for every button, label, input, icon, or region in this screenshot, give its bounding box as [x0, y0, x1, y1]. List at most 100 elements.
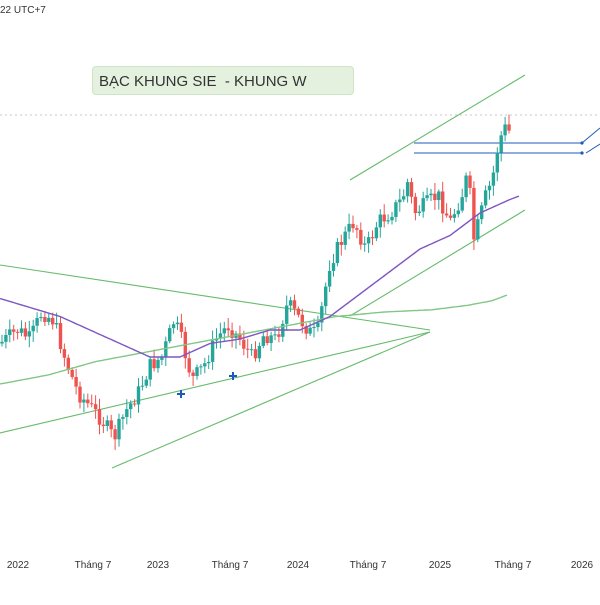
- candle-body: [421, 198, 425, 212]
- candle-body: [156, 359, 160, 369]
- x-tick-label: Tháng 7: [212, 560, 249, 571]
- candle-body: [187, 358, 191, 373]
- candle-body: [109, 420, 113, 430]
- candle-body: [304, 326, 308, 334]
- candle-body: [324, 286, 328, 307]
- moving-average-layer: [0, 195, 520, 398]
- candle-body: [70, 369, 74, 377]
- candle-body: [121, 417, 125, 419]
- candle-body: [476, 219, 480, 240]
- candle-body: [246, 348, 250, 350]
- candle-body: [491, 172, 496, 186]
- candle-body: [327, 270, 332, 287]
- candle-body: [417, 211, 421, 214]
- candle-body: [125, 409, 129, 418]
- candle-body: [152, 359, 156, 369]
- candle-body: [249, 349, 254, 351]
- candle-body: [370, 237, 375, 239]
- trendline-layer: [0, 74, 600, 469]
- candle-body: [39, 316, 43, 319]
- candle-body: [51, 317, 55, 325]
- candle-body: [425, 195, 429, 199]
- candle-body: [487, 185, 492, 191]
- candle-body: [78, 386, 82, 403]
- candle-body: [74, 376, 78, 387]
- candle-body: [93, 404, 98, 410]
- candle-body: [277, 334, 281, 337]
- candle-body: [203, 363, 207, 367]
- candle-body: [308, 327, 312, 334]
- candle-body: [0, 341, 4, 344]
- candle-body: [312, 327, 316, 329]
- x-tick-label: 2022: [7, 560, 30, 571]
- ma_fast-line: [0, 195, 520, 358]
- candle-body: [265, 336, 269, 344]
- candle-body: [82, 399, 86, 403]
- candle-body: [66, 357, 70, 370]
- candle-body: [499, 135, 503, 153]
- candle-body: [242, 339, 246, 349]
- candle-body: [285, 305, 289, 324]
- candle-body: [113, 429, 117, 440]
- chart-title: BẠC KHUNG SIE - KHUNG W: [92, 66, 354, 95]
- candle-body: [351, 223, 355, 229]
- channel-lower-line: [349, 209, 526, 317]
- candle-body: [468, 175, 472, 188]
- candle-body: [43, 316, 47, 322]
- candle-body: [331, 263, 336, 271]
- candle-body: [210, 340, 215, 362]
- candle-body: [207, 361, 211, 364]
- candle-body: [405, 182, 410, 197]
- candle-body: [292, 300, 297, 309]
- candle-body: [359, 229, 363, 245]
- candle-body: [54, 323, 59, 325]
- candle-body: [101, 424, 106, 427]
- candle-body: [195, 367, 199, 377]
- triangle-base-line: [111, 331, 431, 469]
- triangle-lower-line: [0, 331, 431, 434]
- candle-body: [47, 317, 51, 322]
- candle-body: [269, 335, 273, 344]
- candle-body: [86, 399, 90, 404]
- candle-body: [129, 403, 133, 410]
- candle-body: [288, 300, 293, 306]
- candle-body: [222, 328, 226, 334]
- candle-body: [335, 242, 340, 264]
- candle-body: [507, 124, 511, 131]
- candle-body: [316, 322, 320, 328]
- level-line-2-anchor: [580, 151, 584, 155]
- candle-body: [355, 228, 359, 230]
- candle-body: [117, 418, 121, 440]
- candle-body: [390, 216, 394, 221]
- candle-body: [409, 182, 414, 197]
- candle-body: [175, 322, 180, 325]
- candle-body: [347, 223, 351, 232]
- x-tick-label: 2023: [147, 560, 170, 571]
- candle-body: [339, 242, 343, 245]
- candle-body: [8, 329, 12, 335]
- candle-body: [31, 325, 35, 332]
- triangle-upper-line: [0, 264, 431, 331]
- candle-body: [230, 330, 234, 338]
- candle-body: [495, 152, 499, 173]
- candle-body: [97, 409, 102, 425]
- x-tick-label: Tháng 7: [495, 560, 532, 571]
- candle-body: [366, 237, 371, 244]
- channel-upper-line: [349, 74, 526, 181]
- candle-body: [343, 231, 347, 245]
- x-tick-label: 2024: [287, 560, 310, 571]
- cross-marker: [177, 390, 185, 398]
- candle-body: [19, 328, 24, 333]
- candle-body: [62, 349, 67, 358]
- candle-body: [27, 331, 31, 337]
- candle-body: [402, 196, 406, 200]
- candle-body: [179, 322, 184, 332]
- x-axis: 2022 Tháng 7 2023 Tháng 7 2024 Tháng 7 2025 Thá…: [7, 560, 594, 571]
- candle-body: [136, 386, 141, 405]
- candle-body: [199, 366, 203, 368]
- candle-body: [148, 359, 152, 380]
- candle-body: [483, 190, 488, 206]
- candle-body: [12, 329, 16, 332]
